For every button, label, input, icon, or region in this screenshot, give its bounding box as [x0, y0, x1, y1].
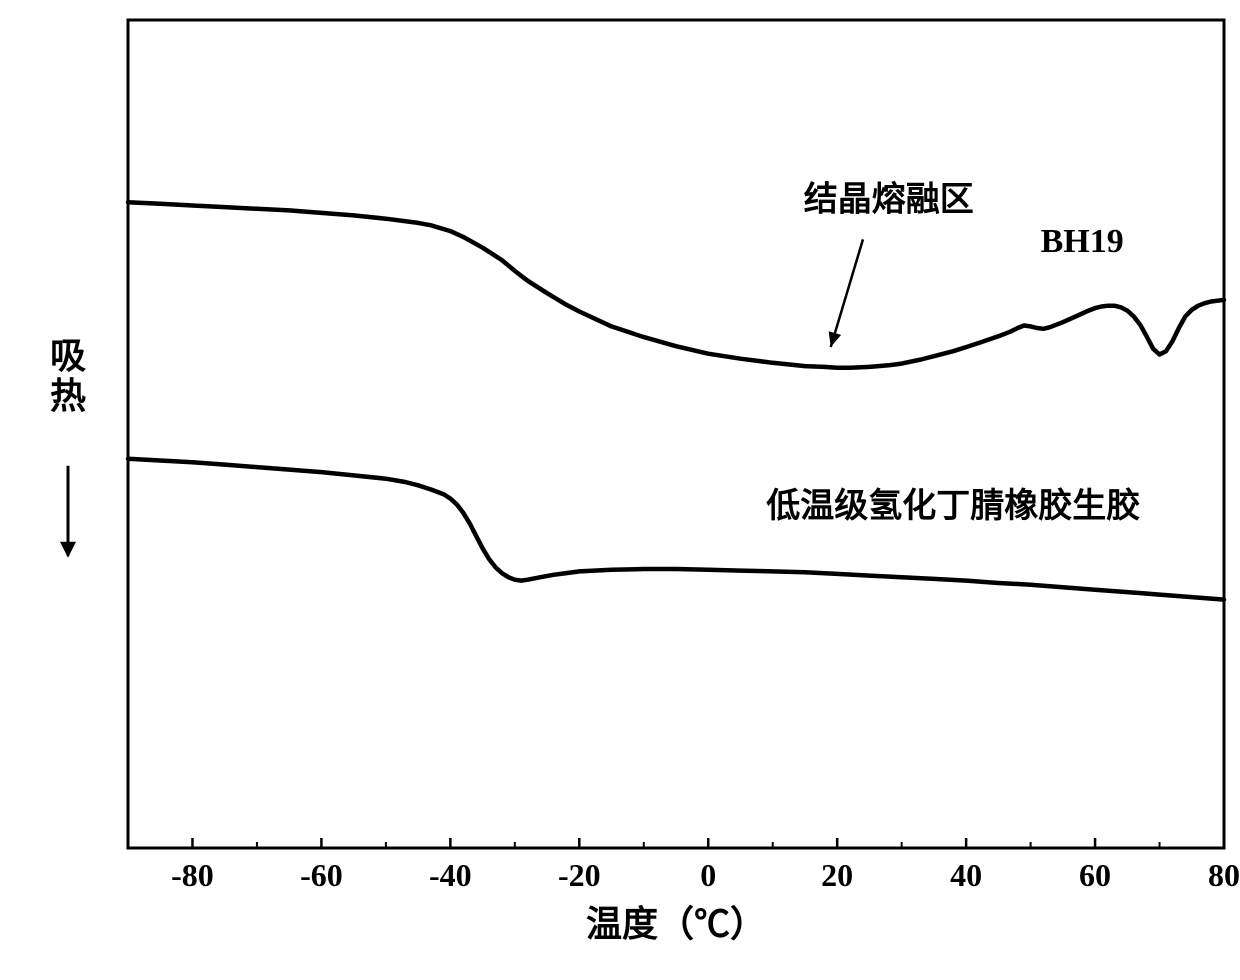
chart-annotation-text: 结晶熔融区 — [804, 180, 974, 218]
x-tick-label: 0 — [700, 857, 716, 893]
series-line — [128, 459, 1224, 600]
annotation-arrow-line — [831, 239, 863, 347]
x-tick-label: 60 — [1079, 857, 1111, 893]
annotation-arrow-head — [829, 331, 841, 347]
dsc-chart-container: -80 -60 -40 -20 0 20 40 60 80 温度（℃） 吸热 结晶熔融区 BH19 低温级… — [0, 0, 1240, 980]
x-tick-label: 40 — [950, 857, 982, 893]
x-tick-label: -60 — [300, 857, 343, 893]
chart-annotation-text: 低温级氢化丁腈橡胶生胶 — [766, 487, 1140, 525]
dsc-chart-svg: -80 -60 -40 -20 0 20 40 60 80 温度（℃） 吸热 结晶熔融区 BH19 低温级… — [0, 0, 1240, 980]
chart-annotation-text: BH19 — [1041, 223, 1124, 260]
x-tick-label: -80 — [171, 857, 214, 893]
y-axis-label-char: 热 — [50, 376, 86, 416]
y-axis-arrow-head — [60, 542, 76, 558]
y-axis-label-char: 吸 — [50, 336, 86, 376]
x-tick-label: -40 — [429, 857, 472, 893]
x-tick-label: 80 — [1208, 857, 1240, 893]
x-tick-label: 20 — [821, 857, 853, 893]
x-tick-label: -20 — [558, 857, 601, 893]
x-axis-label: 温度（℃） — [586, 904, 766, 944]
plot-frame — [128, 20, 1224, 848]
